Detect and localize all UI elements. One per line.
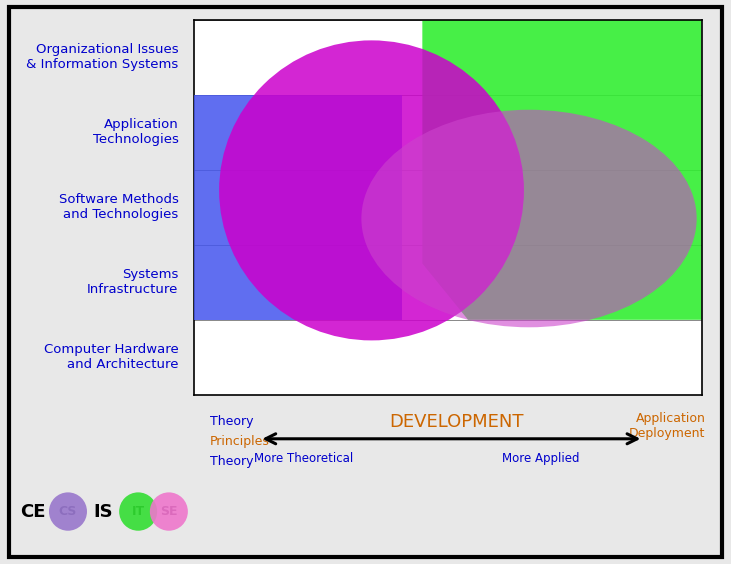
Ellipse shape: [150, 492, 188, 531]
Bar: [194, 95, 402, 320]
Text: CE: CE: [20, 503, 45, 521]
Text: Application
Technologies: Application Technologies: [93, 118, 178, 146]
Text: Organizational Issues
& Information Systems: Organizational Issues & Information Syst…: [26, 43, 178, 71]
Ellipse shape: [361, 110, 697, 327]
Text: CS: CS: [58, 505, 77, 518]
Text: Application
Deployment: Application Deployment: [629, 412, 705, 440]
Text: Theory: Theory: [210, 455, 254, 468]
Text: IS: IS: [94, 503, 113, 521]
Text: Software Methods
and Technologies: Software Methods and Technologies: [58, 193, 178, 221]
Text: Principles: Principles: [210, 435, 270, 448]
Text: SE: SE: [160, 505, 178, 518]
Polygon shape: [423, 20, 702, 320]
Ellipse shape: [49, 492, 87, 531]
Ellipse shape: [119, 492, 157, 531]
Text: Computer Hardware
and Architecture: Computer Hardware and Architecture: [44, 343, 178, 371]
Text: Theory: Theory: [210, 415, 254, 428]
Text: Systems
Infrastructure: Systems Infrastructure: [87, 268, 178, 296]
Text: More Applied: More Applied: [502, 452, 580, 465]
Text: DEVELOPMENT: DEVELOPMENT: [390, 413, 524, 431]
Text: IT: IT: [132, 505, 145, 518]
Text: More Theoretical: More Theoretical: [254, 452, 353, 465]
Ellipse shape: [219, 41, 524, 341]
